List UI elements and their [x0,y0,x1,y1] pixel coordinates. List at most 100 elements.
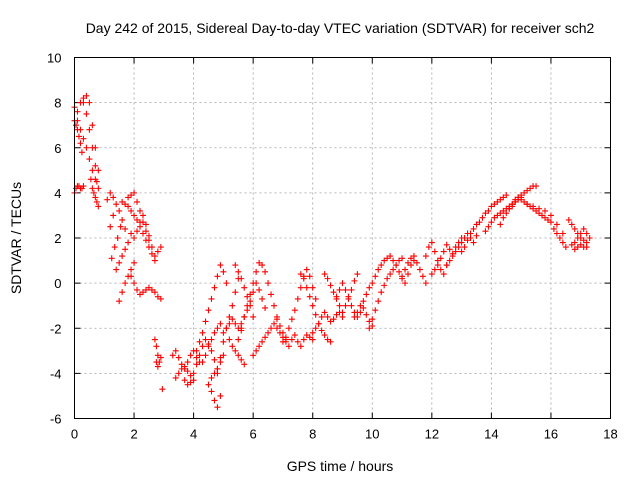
data-point [148,244,155,251]
data-point [232,347,239,354]
data-point [282,334,289,341]
series-s3 [71,183,87,196]
data-point [297,284,304,291]
data-point [351,277,358,284]
data-point [431,266,438,273]
data-point [381,282,388,289]
data-point [285,325,292,332]
data-point [309,329,316,336]
data-point [187,379,194,386]
data-point [297,271,304,278]
series-s6 [87,176,102,210]
series-s45 [428,235,465,278]
data-point [500,214,507,221]
data-point [467,230,474,237]
data-point [128,266,135,273]
y-axis-label: SDTVAR / TECUs [8,182,24,294]
data-point [86,126,93,133]
data-point [235,352,242,359]
data-point [95,185,102,192]
data-point [387,253,394,260]
data-point [116,207,123,214]
data-point [220,338,227,345]
data-point [86,99,93,106]
data-point [253,268,260,275]
data-point [217,392,224,399]
data-point [336,302,343,309]
data-point [268,291,275,298]
data-point [107,189,114,196]
series-s47 [458,192,510,255]
series-s55 [571,241,590,253]
y-tick-label: -2 [50,321,62,336]
data-point [151,289,158,296]
data-point [235,268,242,275]
data-point [175,354,182,361]
data-point [211,356,218,363]
data-point [357,302,364,309]
data-point [134,198,141,205]
data-point [89,185,96,192]
data-point [288,336,295,343]
data-point [461,244,468,251]
data-point [229,316,236,323]
data-point [312,325,319,332]
data-point [393,262,400,269]
data-point [259,338,266,345]
data-point [122,280,129,287]
data-point [157,354,164,361]
data-point [159,386,166,393]
x-axis-label: GPS time / hours [287,458,394,474]
data-point [205,381,212,388]
data-point [175,370,182,377]
data-point [122,225,129,232]
data-point [253,347,260,354]
data-point [351,313,358,320]
data-point [390,266,397,273]
x-tick-label: 2 [130,427,137,442]
data-point [268,325,275,332]
data-point [262,268,269,275]
data-point [113,266,120,273]
series-s19 [169,347,203,372]
data-point [125,203,132,210]
data-point [214,370,221,377]
data-point [226,336,233,343]
data-point [229,302,236,309]
data-point [125,239,132,246]
data-point [253,280,260,287]
data-point [586,235,593,241]
data-point [131,235,138,241]
data-point [530,203,537,210]
data-point [425,244,432,251]
data-point [151,253,158,260]
data-point [583,244,590,251]
x-tick-label: 4 [190,427,197,442]
data-point [217,262,224,269]
chart-title: Day 242 of 2015, Sidereal Day-to-day VTE… [86,20,595,36]
data-point [208,388,215,395]
data-point [559,230,566,237]
data-point [184,368,191,375]
data-point [339,309,346,316]
series-s51 [524,201,566,237]
data-point [559,239,566,246]
data-point [342,302,349,309]
data-point [208,295,215,302]
data-point [80,99,87,106]
series-s15 [128,273,164,302]
data-point [580,225,587,232]
data-point [369,316,376,323]
data-point [449,253,456,260]
data-point [157,244,164,251]
data-point [250,313,257,320]
series-s7 [104,189,117,203]
data-point [89,122,96,129]
data-point [399,255,406,262]
data-point [78,149,85,156]
data-point [95,203,102,210]
data-point [503,192,510,199]
data-point [312,311,319,318]
data-point [238,275,245,282]
